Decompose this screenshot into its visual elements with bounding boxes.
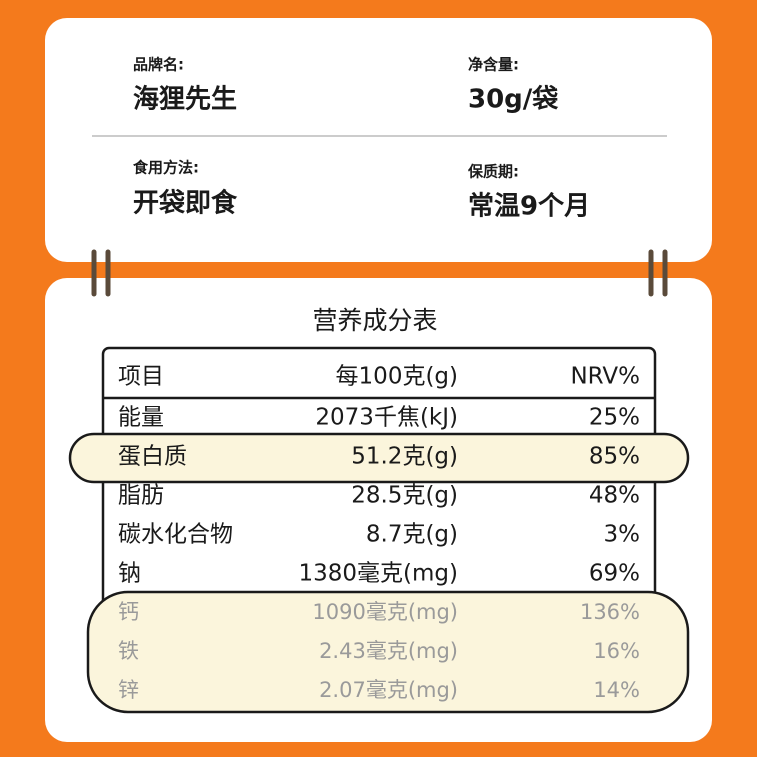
- table-cell: 锌: [118, 678, 139, 702]
- table-cell: 1380毫克(mg): [299, 561, 458, 587]
- table-cell: 碳水化合物: [118, 522, 233, 548]
- table-cell: 能量: [118, 405, 164, 431]
- table-cell: 48%: [589, 483, 640, 509]
- table-cell: 钠: [118, 561, 141, 587]
- table-cell: 1090毫克(mg): [312, 600, 458, 624]
- table-cell: 85%: [589, 444, 640, 470]
- table-cell: 2.07毫克(mg): [319, 678, 458, 702]
- table-cell: 3%: [604, 522, 641, 548]
- table-cell: 2073千焦(kJ): [315, 405, 458, 431]
- shelf: 常温9个月: [468, 192, 590, 222]
- table-cell: 蛋白质: [118, 444, 187, 470]
- table-cell: 28.5克(g): [351, 483, 458, 509]
- brand-label: 品牌名:: [133, 56, 184, 74]
- table-cell: 25%: [589, 405, 640, 431]
- table-cell: 2.43毫克(mg): [319, 639, 458, 663]
- table-cell: 51.2克(g): [351, 444, 458, 470]
- info-card: [45, 18, 712, 262]
- header-cell: NRV%: [570, 364, 640, 390]
- weight-label: 净含量:: [468, 56, 519, 74]
- table-cell: 铁: [118, 639, 139, 663]
- weight: 30g/袋: [468, 85, 559, 115]
- brand: 海狸先生: [133, 85, 237, 115]
- usage: 开袋即食: [133, 188, 238, 219]
- shelf-label: 保质期:: [467, 163, 519, 181]
- table: 项目 每100克(g) NRV% 能量 2073千焦(kJ) 25% 蛋白质 51.2克(g)…: [118, 364, 640, 703]
- header-cell: 项目: [118, 364, 164, 390]
- table-cell: 脂肪: [118, 483, 164, 509]
- usage-label: 食用方法:: [133, 159, 199, 177]
- table-title: 营养成分表: [312, 306, 437, 335]
- table-cell: 钙: [118, 600, 139, 624]
- table-cell: 69%: [589, 561, 640, 587]
- highlight: [68, 432, 690, 484]
- header-cell: 每100克(g): [336, 364, 458, 390]
- table-cell: 16%: [593, 639, 640, 663]
- table-cell: 136%: [580, 600, 640, 624]
- highlight: [86, 590, 690, 714]
- table-cell: 14%: [593, 678, 640, 702]
- rings: [91, 249, 668, 297]
- table-cell: 8.7克(g): [366, 522, 458, 548]
